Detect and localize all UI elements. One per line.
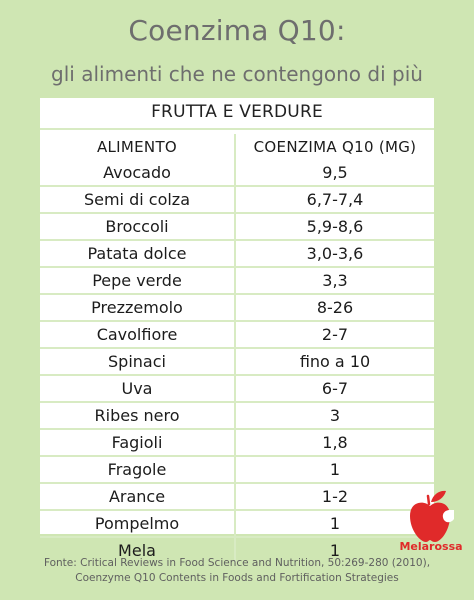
food-name-cell: Uva [40,375,236,402]
table-row: Spinaci fino a 10 [40,348,434,375]
source-line-2: Coenzyme Q10 Contents in Foods and Forti… [75,572,399,584]
food-name-cell: Fragole [40,456,236,483]
coq10-value-cell: 9,5 [322,163,348,182]
table-row: Arance 1-2 [40,483,434,510]
column-header-food: ALIMENTO [40,134,236,160]
coq10-value-cell: 6,7-7,4 [306,190,364,209]
table-row: Avocado 9,5 [40,160,434,186]
page-title: Coenzima Q10: [128,14,346,47]
table-row: Semi di colza 6,7-7,4 [40,186,434,213]
food-table: ALIMENTO COENZIMA Q10 (MG) Avocado 9,5 Sem… [40,134,434,563]
coq10-value-cell: 1,8 [322,433,348,452]
page-subtitle: gli alimenti che ne contengono di più [51,62,423,86]
section-title: FRUTTA E VERDURE [151,102,323,122]
coq10-value-cell: 8-26 [316,298,354,317]
table-row: Ribes nero 3 [40,402,434,429]
apple-stem [426,494,431,506]
coq10-value-cell: 1-2 [321,487,349,506]
table-row: Prezzemolo 8-26 [40,294,434,321]
table-row: Fragole 1 [40,456,434,483]
food-name-cell: Avocado [40,160,236,186]
coq10-value-cell: 3,3 [322,271,348,290]
coq10-value-cell: 1 [329,541,341,560]
coq10-value-cell: 5,9-8,6 [306,217,364,236]
food-name-cell: Prezzemolo [40,294,236,321]
table-row: Patata dolce 3,0-3,6 [40,240,434,267]
coq10-value-cell: 3,0-3,6 [306,244,364,263]
coq10-value-cell: 6-7 [321,379,349,398]
food-name-cell: Semi di colza [40,186,236,213]
coq10-value-cell: 1 [329,514,341,533]
table-header-row: ALIMENTO COENZIMA Q10 (MG) [40,134,434,160]
table-row: Fagioli 1,8 [40,429,434,456]
coq10-value-cell: 1 [329,460,341,479]
food-name-cell: Arance [40,483,236,510]
table-row: Pompelmo 1 [40,510,434,537]
food-name-cell: Mela [40,537,236,563]
food-name-cell: Patata dolce [40,240,236,267]
food-name-cell: Pompelmo [40,510,236,537]
source-note: Fonte: Critical Reviews in Food Science … [0,556,474,586]
apple-leaf [431,490,446,502]
table-row: Broccoli 5,9-8,6 [40,213,434,240]
apple-body [410,502,450,542]
coq10-value-cell: fino a 10 [299,352,371,371]
column-header-coq10: COENZIMA Q10 (MG) [253,138,417,156]
food-name-cell: Pepe verde [40,267,236,294]
table-row: Uva 6-7 [40,375,434,402]
brand-logo-text: Melarossa [399,540,463,553]
apple-icon [410,490,454,542]
food-name-cell: Fagioli [40,429,236,456]
food-name-cell: Broccoli [40,213,236,240]
table-row: Cavolfiore 2-7 [40,321,434,348]
apple-bite [442,510,454,523]
food-name-cell: Cavolfiore [40,321,236,348]
food-name-cell: Ribes nero [40,402,236,429]
coq10-value-cell: 2-7 [321,325,349,344]
table-row: Mela 1 [40,537,434,563]
coq10-value-cell: 3 [329,406,341,425]
section-divider [40,128,434,130]
table-card: FRUTTA E VERDURE ALIMENTO COENZIMA Q10 (… [40,98,434,563]
table-row: Pepe verde 3,3 [40,267,434,294]
food-name-cell: Spinaci [40,348,236,375]
source-line-1: Fonte: Critical Reviews in Food Science … [43,557,431,569]
